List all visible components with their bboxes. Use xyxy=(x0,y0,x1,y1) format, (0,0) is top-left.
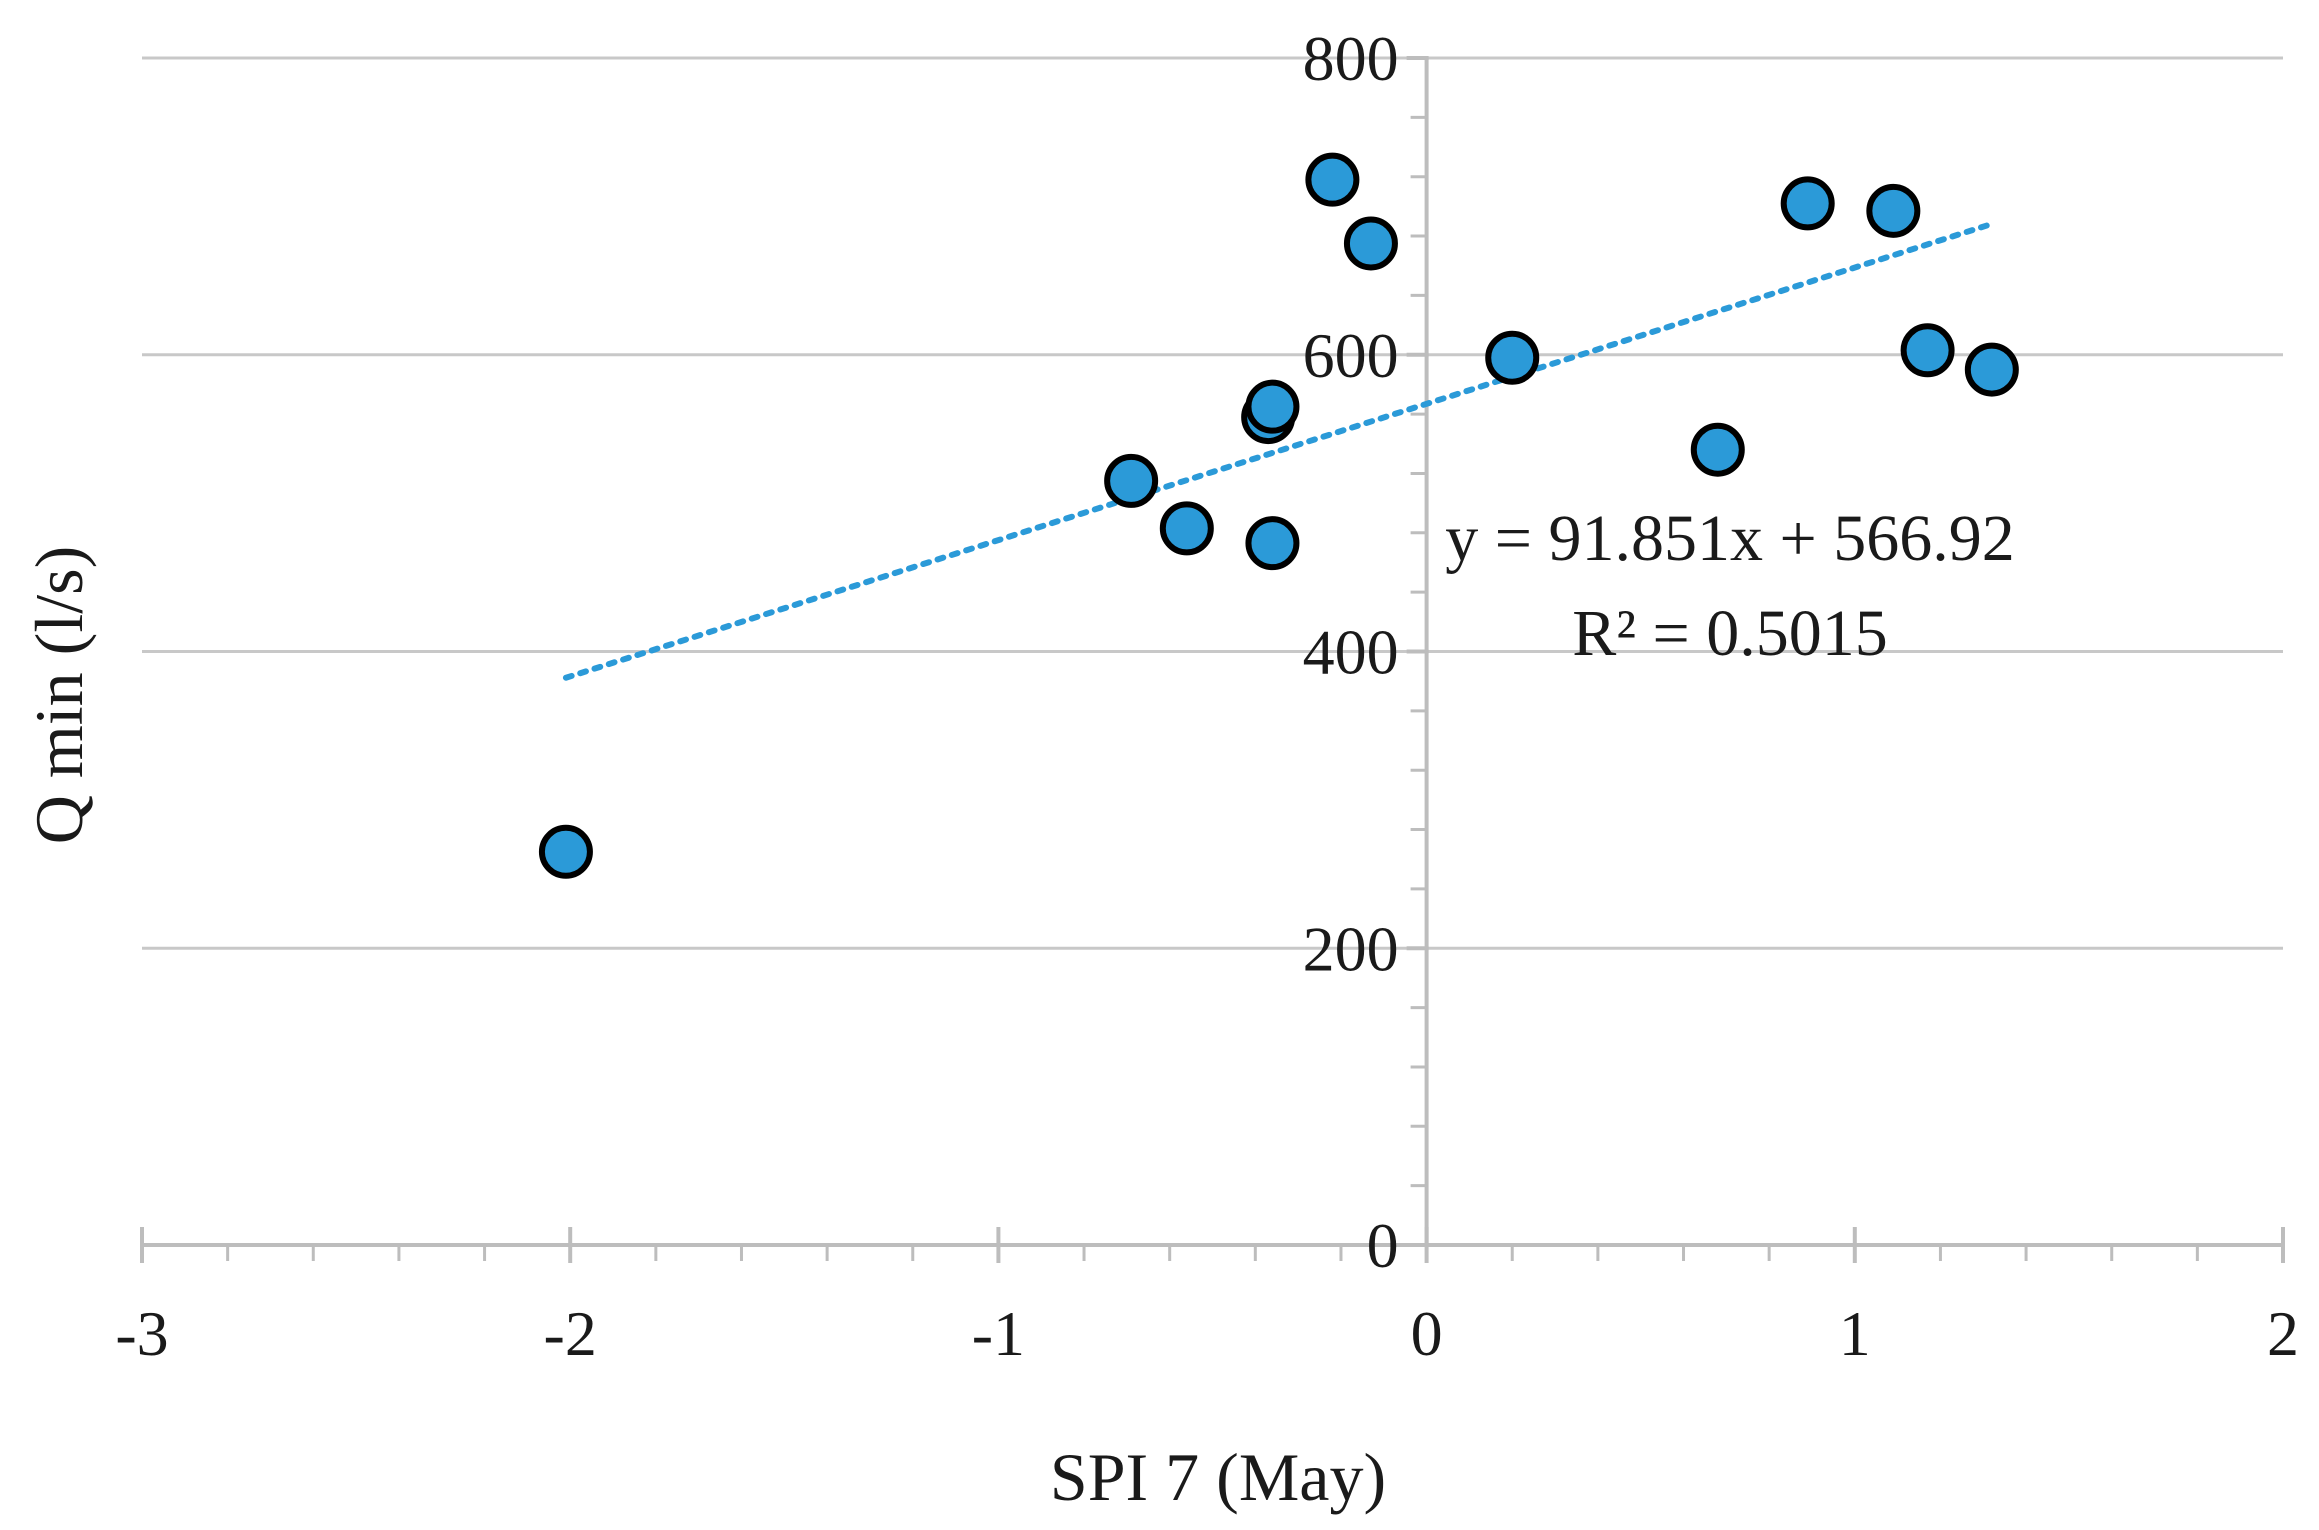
tick-labels: -3 -2 -1 0 1 2 0 200 400 600 800 xyxy=(115,23,2299,1369)
trendline-r-squared: R² = 0.5015 xyxy=(1572,597,1888,670)
axes xyxy=(140,56,2285,1263)
data-points xyxy=(538,152,2019,879)
x-axis-title: SPI 7 (May) xyxy=(1050,1439,1386,1515)
y-tick-label: 400 xyxy=(1303,617,1399,688)
x-tick-label: -1 xyxy=(972,1298,1025,1369)
data-point-11 xyxy=(1780,176,1835,231)
data-point-2 xyxy=(1104,453,1159,508)
data-point-14 xyxy=(1964,342,2019,397)
trendline xyxy=(562,220,1995,681)
data-point-8 xyxy=(1343,216,1398,271)
trendline-group xyxy=(562,220,1995,681)
y-tick-label: 800 xyxy=(1303,23,1399,94)
x-tick-label: 1 xyxy=(1839,1298,1871,1369)
data-point-12 xyxy=(1866,183,1921,238)
data-point-5 xyxy=(1245,379,1300,434)
y-axis-title: Q min (l/s) xyxy=(21,546,97,844)
data-point-9 xyxy=(1485,330,1540,385)
data-point-1 xyxy=(538,824,593,879)
x-tick-label: -3 xyxy=(115,1298,168,1369)
x-tick-label: 2 xyxy=(2267,1298,2299,1369)
data-point-6 xyxy=(1245,516,1300,571)
gridlines xyxy=(142,56,2283,950)
y-tick-label: 0 xyxy=(1367,1210,1399,1281)
x-tick-label: -2 xyxy=(544,1298,597,1369)
data-point-13 xyxy=(1900,323,1955,378)
y-tick-label: 200 xyxy=(1303,913,1399,984)
trendline-equation: y = 91.851x + 566.92 xyxy=(1445,502,2014,575)
data-point-3 xyxy=(1159,501,1214,556)
data-point-10 xyxy=(1690,422,1745,477)
data-point-7 xyxy=(1305,152,1360,207)
x-tick-label: 0 xyxy=(1411,1298,1443,1369)
y-tick-label: 600 xyxy=(1303,320,1399,391)
